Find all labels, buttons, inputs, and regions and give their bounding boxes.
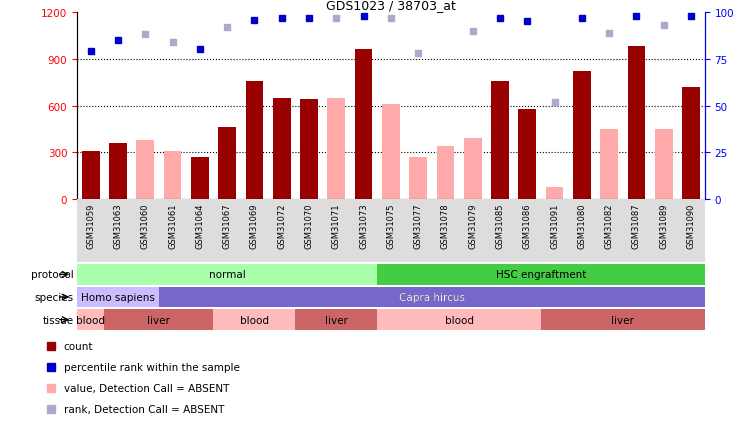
Bar <box>191 158 208 200</box>
Text: GSM31070: GSM31070 <box>305 203 313 248</box>
Title: GDS1023 / 38703_at: GDS1023 / 38703_at <box>326 0 456 12</box>
Text: GSM31060: GSM31060 <box>141 203 150 248</box>
Bar <box>268 200 295 263</box>
Bar <box>159 200 186 263</box>
Bar <box>164 151 181 200</box>
Text: Homo sapiens: Homo sapiens <box>81 293 155 302</box>
Bar <box>682 88 700 200</box>
Bar <box>545 187 564 200</box>
Text: GSM31072: GSM31072 <box>277 203 286 248</box>
Bar <box>218 128 236 200</box>
Bar <box>541 309 705 330</box>
Text: blood: blood <box>240 315 269 325</box>
Bar <box>568 200 595 263</box>
Bar <box>77 309 104 330</box>
Bar <box>655 130 672 200</box>
Text: species: species <box>34 293 73 302</box>
Text: GSM31080: GSM31080 <box>578 203 586 248</box>
Bar <box>82 151 100 200</box>
Bar <box>104 309 214 330</box>
Text: GSM31086: GSM31086 <box>523 203 532 248</box>
Bar <box>295 200 323 263</box>
Bar <box>464 139 482 200</box>
Bar <box>622 200 650 263</box>
Bar <box>459 200 487 263</box>
Text: GSM31078: GSM31078 <box>441 203 450 248</box>
Bar <box>214 309 295 330</box>
Text: value, Detection Call = ABSENT: value, Detection Call = ABSENT <box>64 383 229 393</box>
Bar <box>595 200 622 263</box>
Bar <box>491 82 509 200</box>
Bar <box>137 141 154 200</box>
Text: normal: normal <box>208 270 245 279</box>
Bar <box>214 200 241 263</box>
Bar <box>377 309 541 330</box>
Text: GSM31073: GSM31073 <box>359 203 368 248</box>
Text: liver: liver <box>325 315 348 325</box>
Bar <box>77 287 159 308</box>
Bar <box>628 47 645 200</box>
Text: GSM31069: GSM31069 <box>250 203 259 248</box>
Text: GSM31091: GSM31091 <box>550 203 559 248</box>
Text: Capra hircus: Capra hircus <box>399 293 465 302</box>
Text: HSC engraftment: HSC engraftment <box>495 270 586 279</box>
Text: GSM31061: GSM31061 <box>168 203 177 248</box>
Text: rank, Detection Call = ABSENT: rank, Detection Call = ABSENT <box>64 404 224 414</box>
Bar <box>514 200 541 263</box>
Bar <box>437 147 454 200</box>
Bar <box>159 287 705 308</box>
Text: GSM31067: GSM31067 <box>222 203 232 248</box>
Bar <box>350 200 377 263</box>
Bar <box>77 200 104 263</box>
Bar <box>382 105 400 200</box>
Text: protocol: protocol <box>31 270 73 279</box>
Bar <box>677 200 705 263</box>
Text: GSM31075: GSM31075 <box>386 203 396 248</box>
Text: Capra hircus: Capra hircus <box>399 293 465 302</box>
Text: GSM31082: GSM31082 <box>605 203 614 248</box>
Text: GSM31079: GSM31079 <box>468 203 477 248</box>
Bar <box>355 50 372 200</box>
Bar <box>109 144 127 200</box>
Text: GSM31063: GSM31063 <box>114 203 123 248</box>
Text: blood: blood <box>445 315 473 325</box>
Bar <box>377 200 404 263</box>
Bar <box>404 200 432 263</box>
Bar <box>600 130 618 200</box>
Text: tissue: tissue <box>43 315 73 325</box>
Text: blood: blood <box>76 315 105 325</box>
Bar <box>323 200 350 263</box>
Text: GSM31071: GSM31071 <box>332 203 341 248</box>
Bar <box>518 109 536 200</box>
Bar <box>573 72 591 200</box>
Bar <box>77 264 377 285</box>
Text: GSM31089: GSM31089 <box>659 203 668 248</box>
Bar <box>487 200 514 263</box>
Bar <box>300 100 318 200</box>
Bar <box>273 99 291 200</box>
Bar <box>241 200 268 263</box>
Text: GSM31077: GSM31077 <box>414 203 423 248</box>
Bar <box>432 200 459 263</box>
Bar <box>327 99 345 200</box>
Text: GSM31085: GSM31085 <box>495 203 504 248</box>
Text: liver: liver <box>148 315 170 325</box>
Text: percentile rank within the sample: percentile rank within the sample <box>64 362 240 372</box>
Text: GSM31087: GSM31087 <box>632 203 641 248</box>
Bar <box>246 82 264 200</box>
Text: GSM31064: GSM31064 <box>195 203 204 248</box>
Bar <box>410 158 427 200</box>
Text: count: count <box>64 342 93 352</box>
Bar <box>186 200 214 263</box>
Text: liver: liver <box>611 315 634 325</box>
Bar <box>650 200 677 263</box>
Bar <box>131 200 159 263</box>
Bar <box>541 200 568 263</box>
Bar <box>104 200 131 263</box>
Text: GSM31059: GSM31059 <box>86 203 95 248</box>
Bar <box>295 309 377 330</box>
Text: GSM31090: GSM31090 <box>686 203 696 248</box>
Bar <box>377 264 705 285</box>
